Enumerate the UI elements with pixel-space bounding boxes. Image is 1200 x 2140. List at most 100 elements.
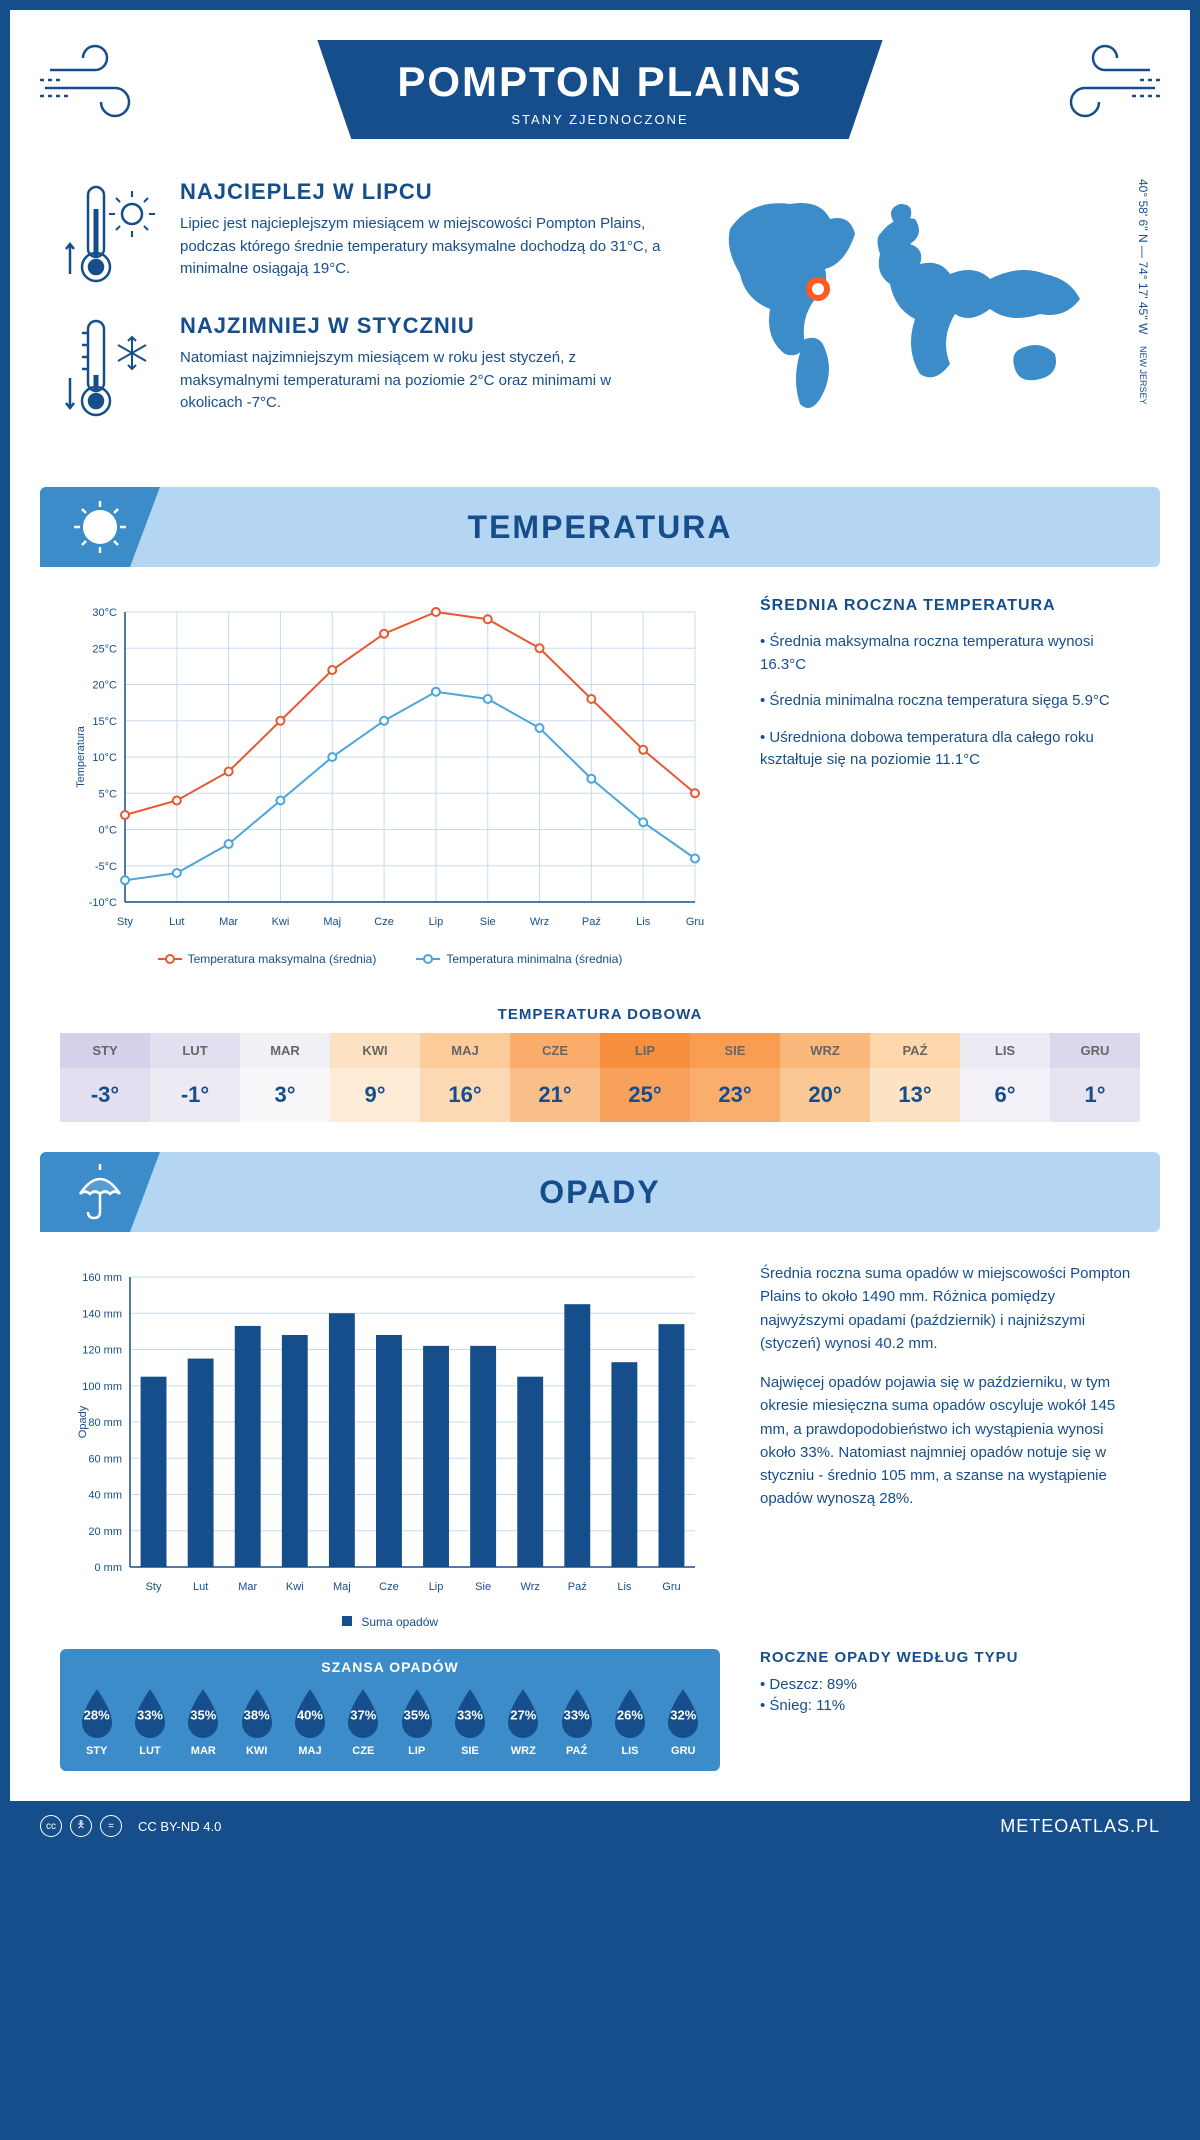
drop-icon: 38% [234,1685,280,1739]
daily-value: 25° [600,1068,690,1122]
drop-value: 33% [137,1707,163,1722]
region-text: NEW JERSEY [1138,346,1148,405]
svg-text:Sie: Sie [480,916,496,928]
daily-month-label: SIE [690,1033,780,1068]
chance-month-label: LUT [127,1745,173,1757]
precip-type-item: • Deszcz: 89% [760,1676,1140,1693]
svg-text:Maj: Maj [323,916,341,928]
svg-text:80 mm: 80 mm [88,1417,122,1429]
daily-month-label: WRZ [780,1033,870,1068]
temp-info-item: • Średnia maksymalna roczna temperatura … [760,631,1140,676]
svg-text:Gru: Gru [662,1581,680,1593]
svg-text:25°C: 25°C [92,643,117,655]
cc-icon: cc [40,1815,62,1837]
hot-heading: NAJCIEPLEJ W LIPCU [180,179,670,205]
temp-info-item: • Średnia minimalna roczna temperatura s… [760,690,1140,713]
daily-value: -3° [60,1068,150,1122]
svg-text:Sty: Sty [146,1581,162,1593]
by-icon: 🯅 [70,1815,92,1837]
daily-month-label: KWI [330,1033,420,1068]
daily-temp-table: STY-3°LUT-1°MAR3°KWI9°MAJ16°CZE21°LIP25°… [60,1033,1140,1122]
header-banner: POMPTON PLAINS STANY ZJEDNOCZONE [317,40,882,139]
page-subtitle: STANY ZJEDNOCZONE [397,112,802,127]
drop-icon: 33% [447,1685,493,1739]
daily-month-label: STY [60,1033,150,1068]
svg-text:Kwi: Kwi [286,1581,304,1593]
svg-text:-10°C: -10°C [89,897,117,909]
daily-cell: LIS6° [960,1033,1050,1122]
wind-icon-left [40,40,160,130]
umbrella-icon [70,1162,130,1222]
chance-month-label: MAJ [287,1745,333,1757]
chance-month-label: PAŹ [554,1745,600,1757]
svg-text:Mar: Mar [219,916,238,928]
svg-text:10°C: 10°C [92,752,117,764]
drop-value: 26% [617,1707,643,1722]
drop-icon: 37% [340,1685,386,1739]
cold-text: Natomiast najzimniejszym miesiącem w rok… [180,347,670,415]
chance-item: 40%MAJ [287,1685,333,1757]
svg-text:Cze: Cze [374,916,394,928]
cold-heading: NAJZIMNIEJ W STYCZNIU [180,313,670,339]
svg-text:Wrz: Wrz [530,916,549,928]
temp-info-item: • Uśredniona dobowa temperatura dla całe… [760,727,1140,772]
svg-text:30°C: 30°C [92,607,117,619]
thermometer-cold-icon [60,313,160,423]
daily-value: 6° [960,1068,1050,1122]
chance-month-label: KWI [234,1745,280,1757]
daily-value: 1° [1050,1068,1140,1122]
sun-icon [70,497,130,557]
svg-text:Lip: Lip [429,916,444,928]
precipitation-body: 0 mm20 mm40 mm60 mm80 mm100 mm120 mm140 … [10,1232,1190,1639]
svg-text:100 mm: 100 mm [82,1381,122,1393]
svg-text:Temperatura: Temperatura [75,725,87,788]
temperature-title: TEMPERATURA [468,509,733,546]
precip-type-box: ROCZNE OPADY WEDŁUG TYPU • Deszcz: 89%• … [760,1649,1140,1771]
svg-text:Maj: Maj [333,1581,351,1593]
legend-max-label: Temperatura maksymalna (średnia) [188,952,377,966]
intro-text-column: NAJCIEPLEJ W LIPCU Lipiec jest najcieple… [60,179,670,447]
chance-month-label: LIP [394,1745,440,1757]
svg-text:60 mm: 60 mm [88,1453,122,1465]
geo-coordinates: 40° 58' 6'' N — 74° 17' 45'' W NEW JERSE… [1136,179,1150,404]
daily-month-label: GRU [1050,1033,1140,1068]
svg-text:20°C: 20°C [92,680,117,692]
svg-text:0 mm: 0 mm [95,1562,123,1574]
svg-text:-5°C: -5°C [95,861,117,873]
page-title: POMPTON PLAINS [397,58,802,106]
drop-value: 35% [190,1707,216,1722]
intro-section: NAJCIEPLEJ W LIPCU Lipiec jest najcieple… [10,179,1190,467]
temperature-info: ŚREDNIA ROCZNA TEMPERATURA • Średnia mak… [760,597,1140,966]
precip-info-p2: Najwięcej opadów pojawia się w październ… [760,1371,1140,1511]
precipitation-chart-wrap: 0 mm20 mm40 mm60 mm80 mm100 mm120 mm140 … [60,1262,720,1629]
chance-item: 38% KWI [234,1685,280,1757]
svg-text:Cze: Cze [379,1581,399,1593]
drop-value: 33% [457,1707,483,1722]
daily-value: 16° [420,1068,510,1122]
svg-text:120 mm: 120 mm [82,1345,122,1357]
chance-item: 32%GRU [660,1685,706,1757]
svg-text:40 mm: 40 mm [88,1490,122,1502]
chance-month-label: MAR [180,1745,226,1757]
coords-text: 40° 58' 6'' N — 74° 17' 45'' W [1136,179,1150,334]
svg-text:0°C: 0°C [99,825,118,837]
svg-text:Wrz: Wrz [521,1581,540,1593]
chance-item: 37%CZE [340,1685,386,1757]
hot-block: NAJCIEPLEJ W LIPCU Lipiec jest najcieple… [60,179,670,289]
precipitation-title: OPADY [539,1174,660,1211]
svg-text:Mar: Mar [238,1581,257,1593]
precipitation-info: Średnia roczna suma opadów w miejscowośc… [760,1262,1140,1629]
daily-cell: SIE23° [690,1033,780,1122]
daily-value: 9° [330,1068,420,1122]
svg-text:Sie: Sie [475,1581,491,1593]
daily-value: 20° [780,1068,870,1122]
drop-value: 27% [510,1707,536,1722]
thermometer-hot-icon [60,179,160,289]
daily-value: 21° [510,1068,600,1122]
daily-cell: GRU1° [1050,1033,1140,1122]
daily-value: 13° [870,1068,960,1122]
chance-item: 27%WRZ [500,1685,546,1757]
daily-value: 3° [240,1068,330,1122]
svg-text:20 mm: 20 mm [88,1526,122,1538]
precip-type-title: ROCZNE OPADY WEDŁUG TYPU [760,1649,1140,1666]
